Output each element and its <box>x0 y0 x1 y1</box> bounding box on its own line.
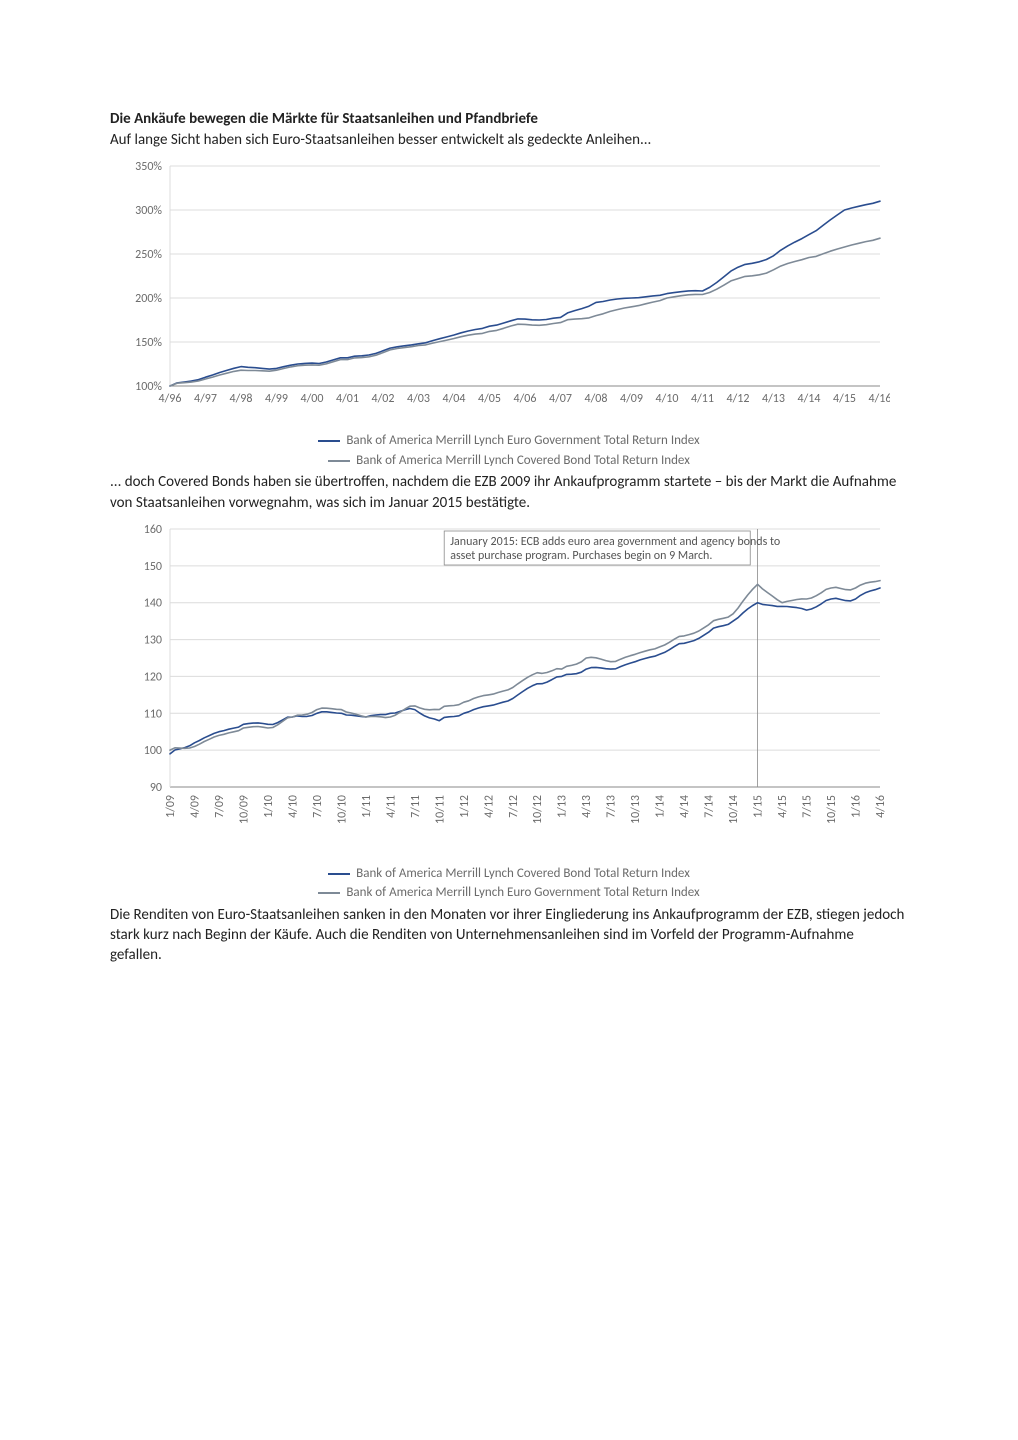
chart-2-legend: Bank of America Merrill Lynch Covered Bo… <box>110 864 908 903</box>
svg-text:120: 120 <box>144 670 162 684</box>
svg-text:90: 90 <box>150 781 162 795</box>
svg-text:1/13: 1/13 <box>556 795 570 818</box>
closing-paragraph: Die Renditen von Euro-Staatsanleihen san… <box>110 905 908 966</box>
svg-text:asset purchase program. Purcha: asset purchase program. Purchases begin … <box>450 549 712 563</box>
svg-text:7/09: 7/09 <box>213 795 227 818</box>
svg-text:1/16: 1/16 <box>850 795 864 818</box>
chart-2-container: 90 100 110 120 130 140 150 160 1/09 4/09 7/09 10/09… <box>110 519 908 903</box>
svg-text:4/07: 4/07 <box>549 392 572 406</box>
svg-text:4/04: 4/04 <box>443 392 466 406</box>
svg-text:4/11: 4/11 <box>691 392 714 406</box>
svg-text:10/14: 10/14 <box>727 795 741 824</box>
svg-text:100: 100 <box>144 744 162 758</box>
svg-text:1/15: 1/15 <box>752 795 766 818</box>
svg-text:7/14: 7/14 <box>703 795 717 818</box>
svg-text:4/06: 4/06 <box>514 392 537 406</box>
svg-text:4/00: 4/00 <box>301 392 324 406</box>
svg-text:4/09: 4/09 <box>188 795 202 818</box>
svg-text:4/98: 4/98 <box>230 392 253 406</box>
svg-text:4/15: 4/15 <box>776 795 790 818</box>
svg-text:1/14: 1/14 <box>654 795 668 818</box>
svg-text:1/12: 1/12 <box>458 795 472 818</box>
svg-text:300%: 300% <box>135 204 162 218</box>
svg-text:150: 150 <box>144 560 162 574</box>
svg-text:7/10: 7/10 <box>311 795 325 818</box>
svg-text:4/10: 4/10 <box>286 795 300 818</box>
svg-text:200%: 200% <box>135 292 162 306</box>
svg-text:4/96: 4/96 <box>159 392 182 406</box>
svg-text:4/11: 4/11 <box>384 795 398 818</box>
svg-text:4/09: 4/09 <box>620 392 643 406</box>
document-page: Die Ankäufe bewegen die Märkte für Staat… <box>0 0 1018 1440</box>
svg-text:160: 160 <box>144 523 162 537</box>
svg-text:4/12: 4/12 <box>482 795 496 818</box>
svg-text:7/12: 7/12 <box>507 795 521 818</box>
svg-text:250%: 250% <box>135 248 162 262</box>
svg-text:4/12: 4/12 <box>727 392 750 406</box>
svg-text:7/13: 7/13 <box>605 795 619 818</box>
svg-text:4/05: 4/05 <box>478 392 501 406</box>
svg-text:140: 140 <box>144 596 162 610</box>
subtitle-text: Auf lange Sicht haben sich Euro-Staatsan… <box>110 130 908 150</box>
svg-text:10/13: 10/13 <box>629 795 643 824</box>
chart-1-container: 100%150%200%250%300%350%4/964/974/984/99… <box>110 156 908 470</box>
svg-text:4/03: 4/03 <box>407 392 430 406</box>
svg-text:150%: 150% <box>135 336 162 350</box>
svg-text:4/16: 4/16 <box>874 795 888 818</box>
svg-text:4/01: 4/01 <box>336 392 359 406</box>
svg-text:4/08: 4/08 <box>585 392 608 406</box>
svg-text:10/12: 10/12 <box>531 795 545 824</box>
svg-text:4/97: 4/97 <box>194 392 217 406</box>
svg-text:4/02: 4/02 <box>372 392 395 406</box>
svg-text:10/11: 10/11 <box>433 795 447 824</box>
svg-text:1/11: 1/11 <box>360 795 374 818</box>
svg-text:4/99: 4/99 <box>265 392 288 406</box>
svg-text:4/13: 4/13 <box>762 392 785 406</box>
svg-text:4/16: 4/16 <box>869 392 890 406</box>
chart-1: 100%150%200%250%300%350%4/964/974/984/99… <box>110 156 890 426</box>
middle-paragraph: ... doch Covered Bonds haben sie übertro… <box>110 472 908 513</box>
chart-1-legend: Bank of America Merrill Lynch Euro Gover… <box>110 431 908 470</box>
svg-text:4/10: 4/10 <box>656 392 679 406</box>
svg-text:1/10: 1/10 <box>262 795 276 818</box>
svg-text:January 2015: ECB adds euro ar: January 2015: ECB adds euro area governm… <box>450 535 780 549</box>
page-title: Die Ankäufe bewegen die Märkte für Staat… <box>110 110 908 128</box>
svg-text:10/09: 10/09 <box>237 795 251 824</box>
svg-text:1/09: 1/09 <box>164 795 178 818</box>
svg-text:10/10: 10/10 <box>335 795 349 824</box>
svg-text:7/15: 7/15 <box>801 795 815 818</box>
svg-text:4/14: 4/14 <box>798 392 821 406</box>
svg-text:7/11: 7/11 <box>409 795 423 818</box>
svg-text:110: 110 <box>144 707 162 721</box>
svg-text:4/13: 4/13 <box>580 795 594 818</box>
svg-text:10/15: 10/15 <box>825 795 839 824</box>
svg-text:4/14: 4/14 <box>678 795 692 818</box>
svg-text:4/15: 4/15 <box>833 392 856 406</box>
chart-2: 90 100 110 120 130 140 150 160 1/09 4/09 7/09 10/09… <box>110 519 890 859</box>
svg-text:350%: 350% <box>135 160 162 174</box>
svg-text:130: 130 <box>144 633 162 647</box>
